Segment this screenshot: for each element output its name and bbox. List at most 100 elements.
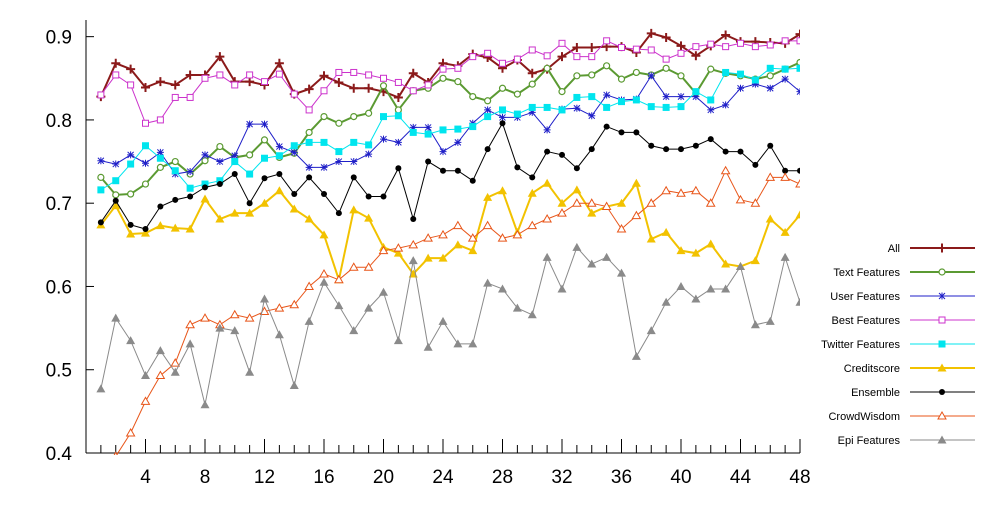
- data-point-twitter-features: [335, 148, 343, 156]
- series-line-epi-features: [100, 246, 800, 405]
- data-point-crowdwisdom: [140, 396, 151, 405]
- data-point-ensemble: [663, 146, 670, 153]
- data-point-twitter-features: [796, 64, 800, 72]
- data-point-all: [557, 52, 567, 62]
- y-tick-label: 0.5: [46, 361, 72, 382]
- data-point-twitter-features: [112, 177, 120, 185]
- data-point-crowdwisdom: [408, 239, 419, 249]
- data-point-text-features: [320, 112, 328, 121]
- data-point-text-features: [379, 82, 388, 90]
- data-point-best-features: [320, 87, 328, 95]
- data-point-best-features: [662, 55, 670, 63]
- data-point-twitter-features: [246, 170, 254, 178]
- data-point-twitter-features: [722, 68, 730, 76]
- data-point-crowdwisdom: [363, 262, 374, 271]
- data-point-epi-features: [200, 400, 210, 409]
- data-point-user-features: [335, 158, 343, 166]
- data-point-ensemble: [395, 165, 402, 172]
- data-point-twitter-features: [588, 93, 596, 101]
- data-point-text-features: [335, 119, 343, 127]
- data-point-creditscore: [750, 256, 760, 265]
- data-point-best-features: [751, 43, 759, 51]
- data-point-user-features: [186, 168, 194, 176]
- data-point-crowdwisdom: [274, 303, 285, 312]
- data-point-twitter-features: [216, 177, 224, 185]
- data-point-text-features: [365, 109, 373, 117]
- data-point-best-features: [573, 53, 581, 61]
- legend: All Text Features User Features Best Featur…: [821, 243, 975, 447]
- data-point-user-features: [603, 91, 611, 99]
- data-point-epi-features: [111, 313, 121, 322]
- legend-label-crowdwisdom: CrowdWisdom: [828, 411, 900, 423]
- legend-label-all: All: [888, 243, 900, 255]
- series-line-text-features: [100, 61, 800, 196]
- data-point-text-features: [498, 84, 507, 92]
- data-point-text-features: [558, 88, 566, 96]
- data-point-epi-features: [661, 297, 671, 306]
- data-point-ensemble: [425, 158, 432, 165]
- data-point-crowdwisdom: [586, 198, 597, 207]
- legend-label-user-features: User Features: [830, 291, 900, 303]
- data-point-crowdwisdom: [497, 233, 508, 242]
- data-point-twitter-features: [677, 103, 685, 111]
- data-point-ensemble: [454, 167, 461, 174]
- data-point-all: [393, 92, 403, 102]
- data-point-text-features: [216, 142, 224, 151]
- data-point-twitter-features: [186, 184, 194, 192]
- data-point-best-features: [796, 37, 800, 45]
- data-point-twitter-features: [231, 158, 239, 166]
- data-point-ensemble: [202, 184, 208, 191]
- data-point-ensemble: [722, 148, 729, 155]
- data-point-text-features: [350, 112, 358, 121]
- data-point-epi-features: [379, 287, 388, 296]
- x-tick-label: 20: [373, 467, 394, 488]
- data-point-twitter-features: [439, 126, 447, 134]
- data-point-user-features: [261, 120, 268, 128]
- data-point-creditscore: [587, 208, 597, 217]
- data-point-user-features: [796, 88, 800, 96]
- data-point-epi-features: [215, 323, 225, 332]
- data-point-twitter-features: [707, 96, 715, 104]
- data-point-user-features: [722, 101, 730, 109]
- data-point-best-features: [707, 40, 715, 48]
- data-point-user-features: [424, 123, 432, 131]
- data-point-text-features: [543, 64, 551, 72]
- data-point-best-features: [603, 37, 611, 45]
- data-point-all: [215, 52, 225, 62]
- data-point-best-features: [469, 53, 477, 61]
- data-point-creditscore: [245, 208, 255, 217]
- data-point-ensemble: [484, 146, 491, 153]
- data-point-creditscore: [557, 198, 567, 207]
- data-point-epi-features: [289, 381, 299, 390]
- data-point-twitter-features: [662, 103, 670, 111]
- data-point-crowdwisdom: [572, 198, 582, 207]
- data-point-ensemble: [380, 193, 387, 200]
- data-point-user-features: [365, 150, 373, 158]
- data-point-ensemble: [142, 226, 149, 233]
- data-point-best-features: [112, 71, 120, 79]
- data-point-user-features: [275, 143, 283, 151]
- data-point-ensemble: [573, 165, 580, 172]
- legend-label-twitter-features: Twitter Features: [821, 339, 900, 351]
- data-point-crowdwisdom: [780, 172, 790, 181]
- data-point-best-features: [409, 87, 417, 95]
- data-point-creditscore: [423, 253, 433, 262]
- data-point-epi-features: [631, 351, 641, 360]
- data-point-crowdwisdom: [601, 201, 612, 211]
- data-point-all: [661, 32, 671, 42]
- data-point-best-features: [335, 68, 343, 76]
- data-point-creditscore: [200, 194, 210, 203]
- data-point-crowdwisdom: [289, 299, 300, 309]
- data-point-user-features: [737, 84, 744, 92]
- data-point-creditscore: [111, 201, 121, 210]
- data-point-all: [274, 58, 284, 68]
- data-point-user-features: [142, 159, 149, 167]
- data-point-epi-features: [587, 259, 597, 268]
- data-point-ensemble: [216, 181, 223, 188]
- data-point-twitter-features: [394, 112, 402, 120]
- legend-marker-crowdwisdom: [937, 410, 947, 420]
- data-point-crowdwisdom: [229, 309, 240, 319]
- data-point-twitter-features: [499, 106, 506, 114]
- data-point-user-features: [290, 148, 298, 156]
